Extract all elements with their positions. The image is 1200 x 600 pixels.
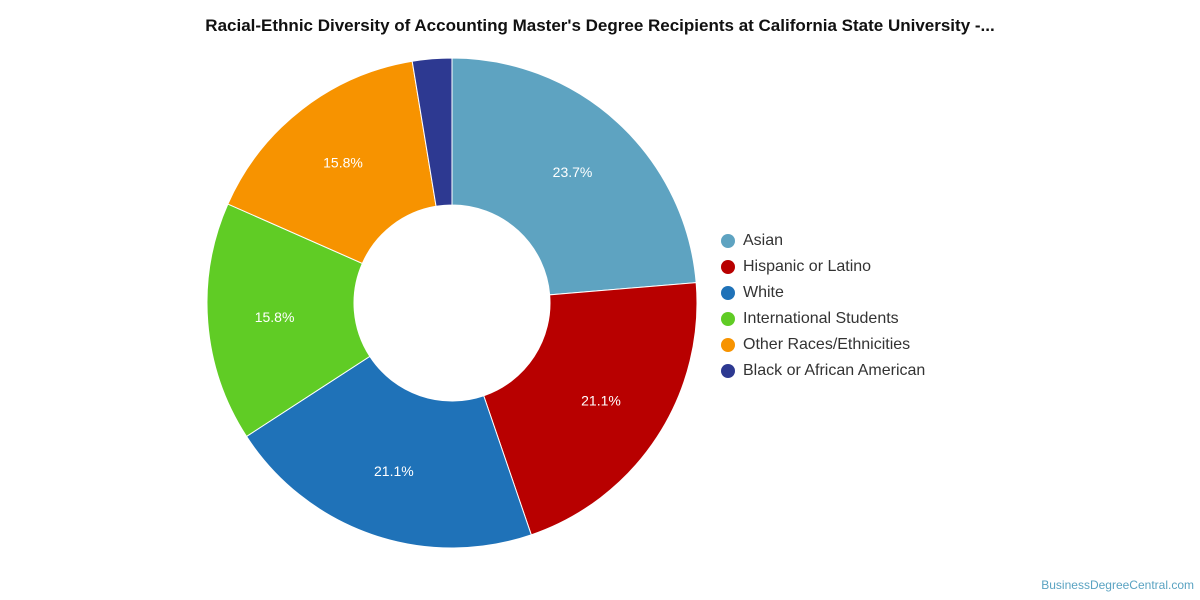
source-credit: BusinessDegreeCentral.com xyxy=(1041,578,1194,592)
slice-asian[interactable] xyxy=(451,57,697,296)
legend-swatch xyxy=(721,260,735,274)
chart-title: Racial-Ethnic Diversity of Accounting Ma… xyxy=(205,16,995,35)
legend-item-other-races-ethnicities[interactable]: Other Races/Ethnicities xyxy=(721,332,925,358)
slice-international-students[interactable] xyxy=(206,203,371,438)
legend-label: Black or African American xyxy=(743,362,926,379)
legend-item-asian[interactable]: Asian xyxy=(721,228,925,254)
legend-swatch xyxy=(721,286,735,300)
legend-item-black-or-african-american[interactable]: Black or African American xyxy=(721,358,925,384)
chart-legend: Asian Hispanic or Latino White Internationa… xyxy=(721,228,925,384)
slice-other-races-ethnicities[interactable] xyxy=(227,60,437,265)
legend-swatch xyxy=(721,364,735,378)
legend-swatch xyxy=(721,338,735,352)
legend-label: Asian xyxy=(743,232,784,249)
data-label-asian: 23.7% xyxy=(553,164,593,180)
data-label-international-students: 15.8% xyxy=(255,309,295,325)
slice-hispanic-or-latino[interactable] xyxy=(483,282,698,536)
data-label-white: 21.1% xyxy=(374,463,414,479)
legend-swatch xyxy=(721,234,735,248)
legend-item-white[interactable]: White xyxy=(721,280,925,306)
legend-label: White xyxy=(743,284,784,301)
slice-white[interactable] xyxy=(245,355,532,549)
legend-label: Hispanic or Latino xyxy=(743,258,872,275)
data-label-hispanic-or-latino: 21.1% xyxy=(581,392,621,408)
data-label-other-races-ethnicities: 15.8% xyxy=(323,154,363,170)
slice-black-or-african-american[interactable] xyxy=(411,57,453,207)
legend-item-hispanic-or-latino[interactable]: Hispanic or Latino xyxy=(721,254,925,280)
legend-swatch xyxy=(721,312,735,326)
legend-label: International Students xyxy=(743,310,899,327)
legend-item-international-students[interactable]: International Students xyxy=(721,306,925,332)
legend-label: Other Races/Ethnicities xyxy=(743,336,911,353)
